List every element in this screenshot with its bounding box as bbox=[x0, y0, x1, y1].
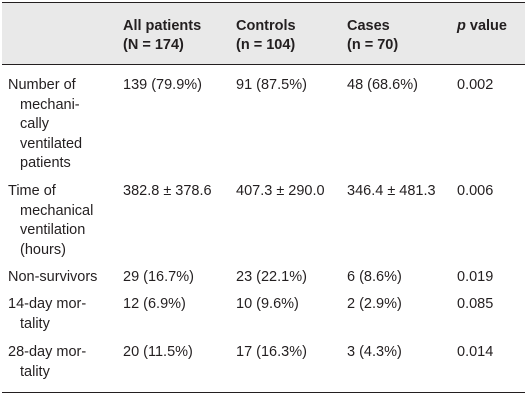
row-2-p: 0.006 bbox=[457, 183, 494, 199]
row-1-label: Number of mechani- cally ventilated pati… bbox=[8, 76, 82, 174]
header-controls-title: Controls bbox=[236, 18, 296, 34]
row-1-controls: 91 (87.5%) bbox=[236, 77, 307, 93]
row-2-controls: 407.3 ± 290.0 bbox=[236, 183, 325, 199]
row-3-cases: 6 (8.6%) bbox=[347, 269, 402, 285]
row-4-all: 12 (6.9%) bbox=[123, 296, 186, 312]
row-2-label: Time of mechanical ventilation (hours) bbox=[8, 182, 93, 260]
row-1-all: 139 (79.9%) bbox=[123, 77, 202, 93]
row-4-label-line: tality bbox=[20, 315, 50, 332]
row-1-p: 0.002 bbox=[457, 77, 494, 93]
row-4-cases: 2 (2.9%) bbox=[347, 296, 402, 312]
header-band bbox=[2, 2, 525, 64]
row-5-cases: 3 (4.3%) bbox=[347, 344, 402, 360]
row-5-label-line: 28-day mor- bbox=[8, 344, 87, 360]
data-table: All patients (N = 174) Controls (n = 104… bbox=[2, 2, 525, 394]
row-3-all: 29 (16.7%) bbox=[123, 269, 194, 285]
row-5-label: 28-day mor- tality bbox=[8, 343, 86, 382]
row-3-controls: 23 (22.1%) bbox=[236, 269, 307, 285]
row-3-label-line: Non-survivors bbox=[8, 269, 98, 285]
row-1-label-line: ventilated bbox=[20, 135, 83, 152]
row-1-label-line: Number of bbox=[8, 77, 76, 93]
row-2-label-line: ventilation bbox=[20, 222, 86, 238]
header-cases-title: Cases bbox=[347, 18, 390, 34]
row-1-label-line: mechani- bbox=[20, 96, 80, 113]
bottom-rule bbox=[2, 392, 525, 393]
row-4-p: 0.085 bbox=[457, 296, 494, 312]
row-5-label-line: tality bbox=[20, 363, 50, 380]
row-4-label: 14-day mor- tality bbox=[8, 295, 86, 334]
row-2-label-line: (hours) bbox=[20, 241, 66, 258]
header-p-value: p value bbox=[457, 17, 507, 36]
header-cases: Cases (n = 70) bbox=[347, 17, 398, 55]
row-5-controls: 17 (16.3%) bbox=[236, 344, 307, 360]
row-4-controls: 10 (9.6%) bbox=[236, 296, 299, 312]
header-controls: Controls (n = 104) bbox=[236, 17, 296, 55]
row-2-label-line: Time of bbox=[8, 183, 56, 199]
header-all-patients-title: All patients bbox=[123, 18, 202, 34]
row-1-label-line: patients bbox=[20, 155, 71, 171]
row-2-cases: 346.4 ± 481.3 bbox=[347, 183, 436, 199]
header-controls-n: (n = 104) bbox=[236, 37, 296, 53]
row-2-label-line: mechanical bbox=[20, 202, 94, 219]
row-5-p: 0.014 bbox=[457, 344, 494, 360]
row-1-label-line: cally bbox=[20, 116, 50, 132]
row-1-cases: 48 (68.6%) bbox=[347, 77, 418, 93]
row-3-label: Non-survivors bbox=[8, 268, 97, 288]
row-3-p: 0.019 bbox=[457, 269, 494, 285]
header-all-patients-n: (N = 174) bbox=[123, 37, 184, 53]
header-rule bbox=[2, 64, 525, 65]
row-2-all: 382.8 ± 378.6 bbox=[123, 183, 212, 199]
row-5-all: 20 (11.5%) bbox=[123, 344, 193, 360]
row-4-label-line: 14-day mor- bbox=[8, 296, 87, 312]
header-cases-n: (n = 70) bbox=[347, 37, 399, 53]
header-p-word: value bbox=[465, 18, 507, 34]
header-all-patients: All patients (N = 174) bbox=[123, 17, 201, 55]
top-rule bbox=[2, 2, 525, 3]
header-p-symbol: p bbox=[457, 18, 466, 34]
